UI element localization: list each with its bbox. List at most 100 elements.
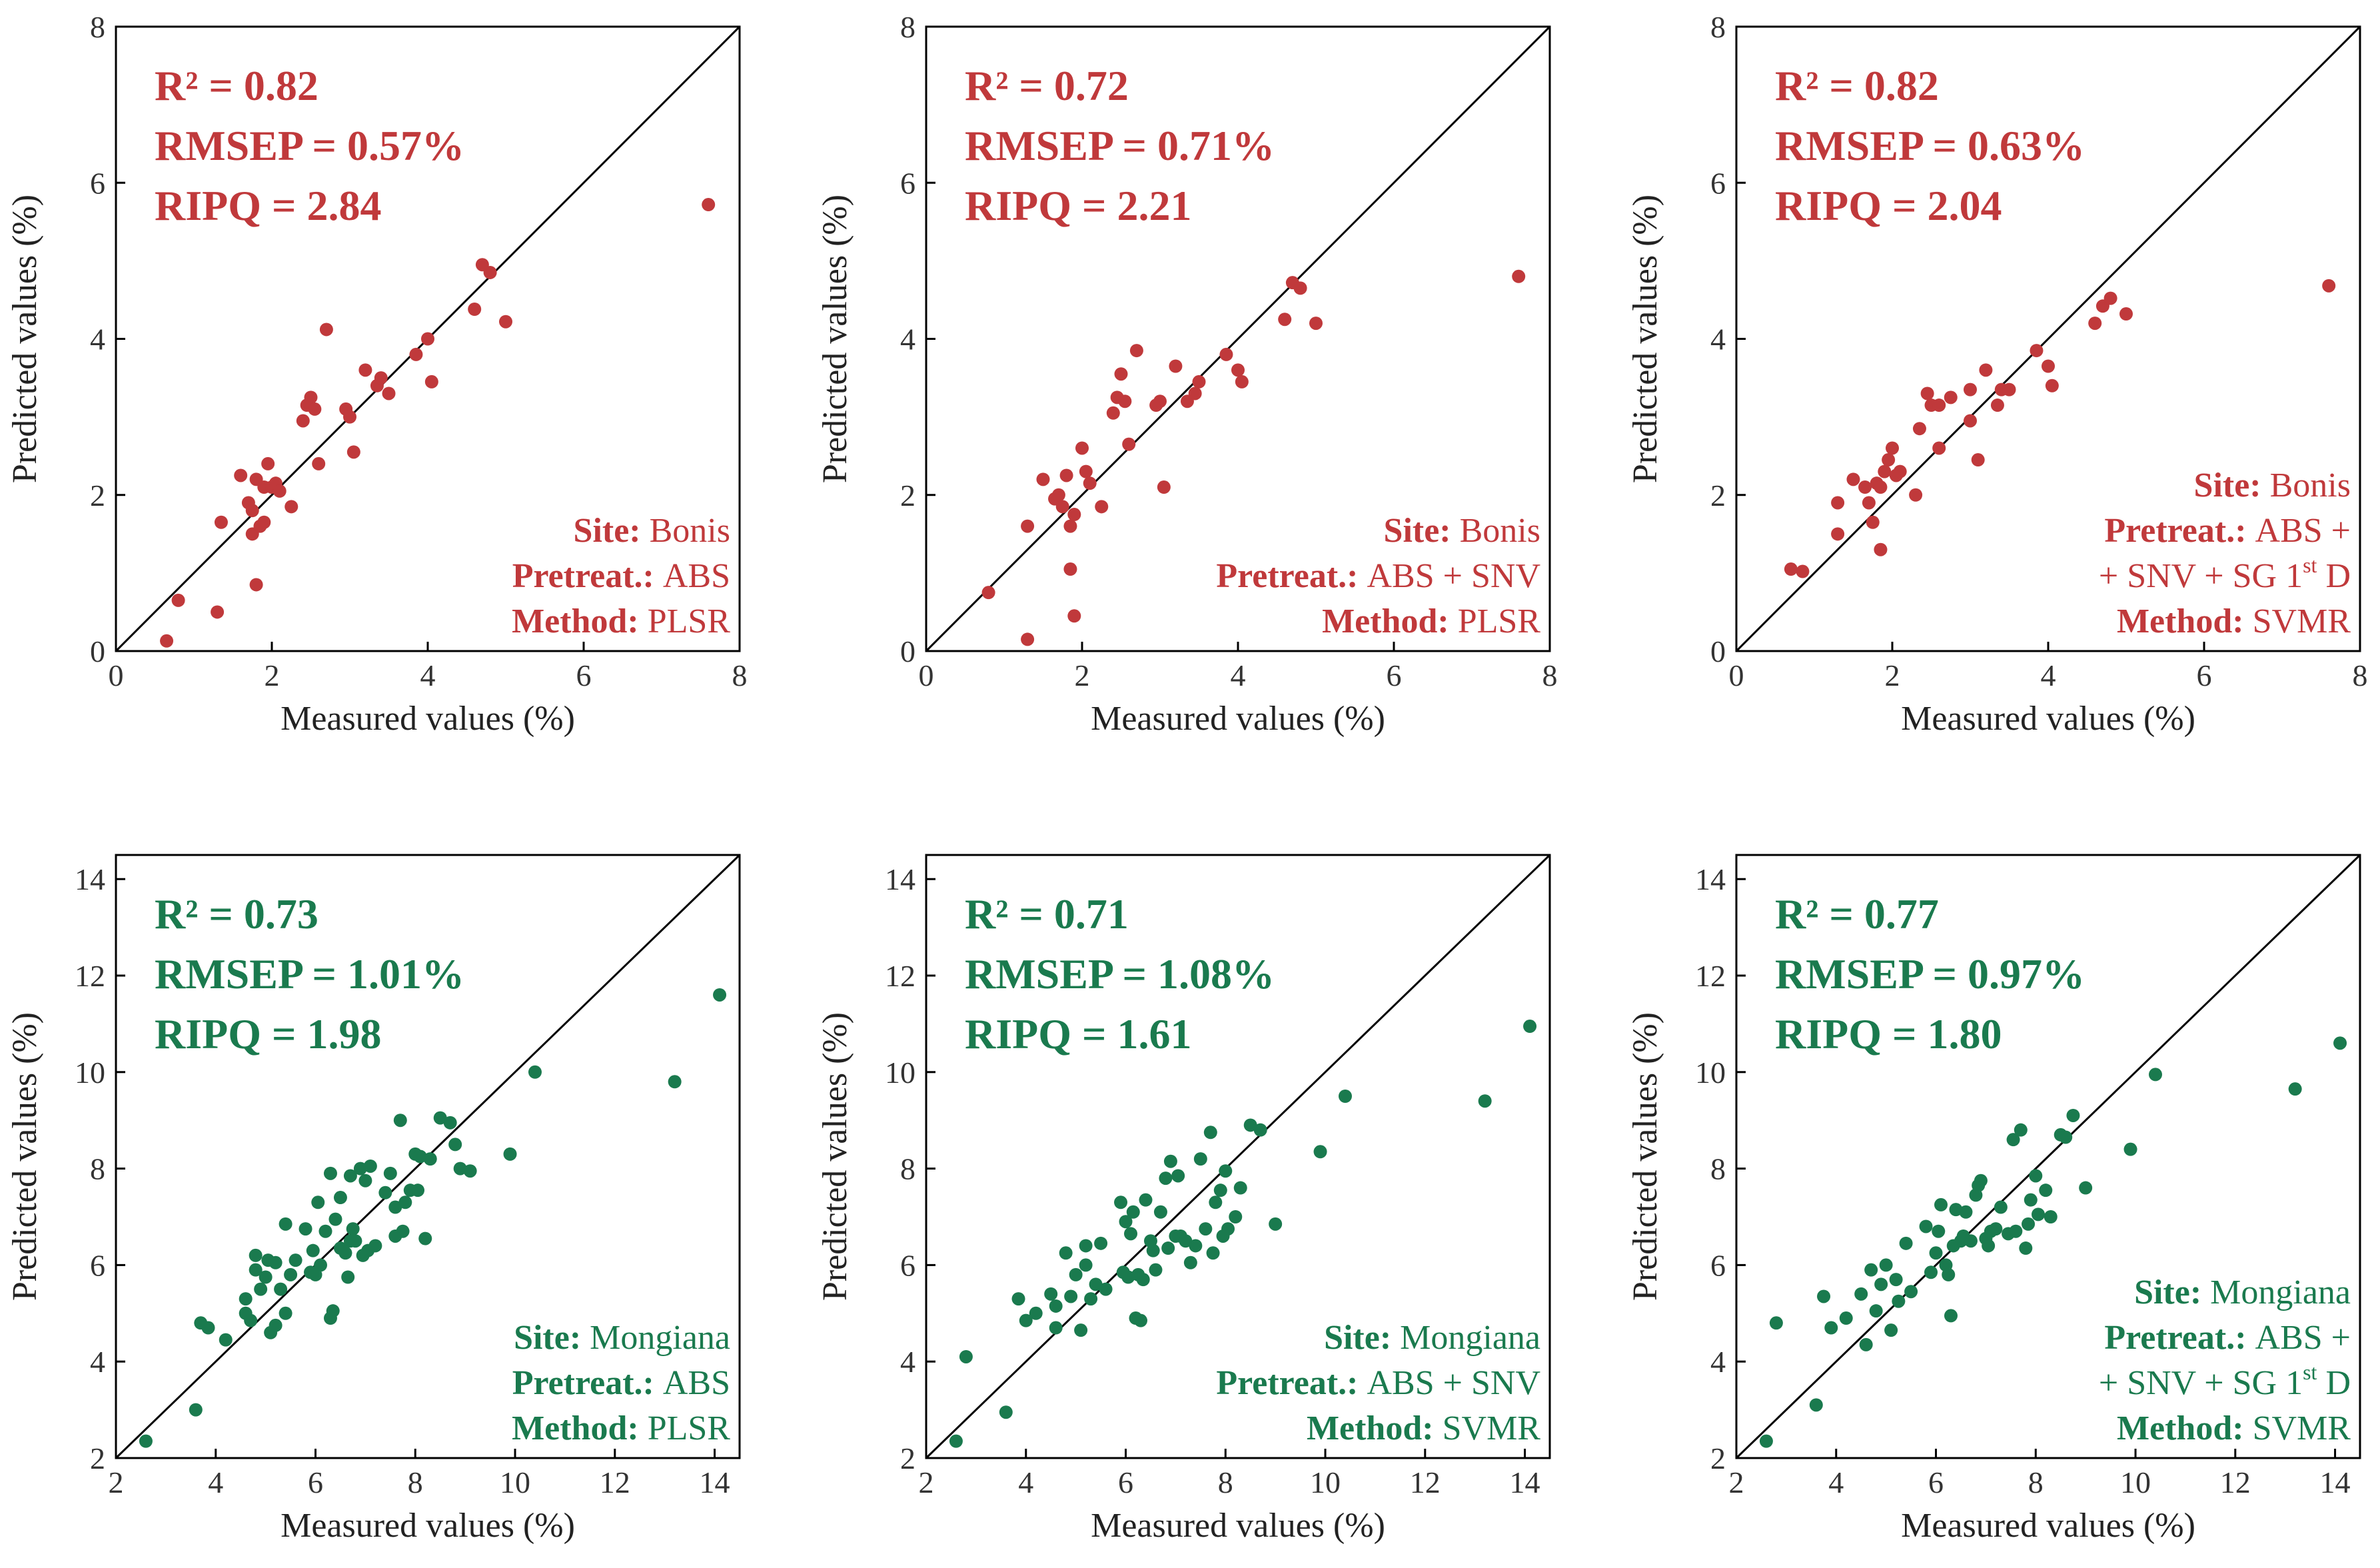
data-point (2009, 1224, 2023, 1238)
data-point (1189, 1239, 1203, 1253)
info-line-2: Pretreat.: ABS + (2104, 512, 2351, 550)
data-point (388, 1200, 402, 1214)
info-label: Site: (2194, 466, 2270, 504)
info-line-1: Site: Mongiana (2134, 1273, 2351, 1311)
stat-text-3: RIPQ = 1.61 (965, 1010, 1191, 1058)
data-point (1979, 363, 1993, 377)
y-axis-title: Predicted values (%) (6, 195, 44, 483)
data-point (1219, 347, 1233, 361)
data-point (358, 1174, 372, 1187)
x-tick-label: 2 (919, 1465, 934, 1499)
info-line-1: Site: Bonis (2194, 466, 2351, 504)
data-point (1809, 1398, 1823, 1412)
one-to-one-line (926, 855, 1550, 1458)
info-value: PLSR (648, 1409, 731, 1447)
data-point (1094, 1236, 1108, 1250)
data-point (239, 1292, 253, 1306)
data-point (1932, 1224, 1946, 1238)
data-point (348, 1234, 362, 1248)
data-point (249, 578, 263, 592)
y-tick-label: 8 (1710, 10, 1726, 44)
x-tick-label: 4 (420, 658, 436, 692)
x-tick-label: 6 (576, 658, 592, 692)
data-point (1769, 1316, 1783, 1330)
y-tick-label: 2 (900, 1441, 915, 1475)
info-value: ABS + SNV (1367, 557, 1540, 595)
data-point (999, 1405, 1013, 1419)
data-point (189, 1403, 203, 1417)
one-to-one-line (1736, 855, 2360, 1458)
info-line-4: Method: SVMR (2117, 1409, 2351, 1447)
y-tick-label: 6 (900, 1248, 915, 1282)
data-point (1049, 1321, 1063, 1335)
data-point (306, 1243, 320, 1257)
info-value: SVMR (1443, 1409, 1541, 1447)
data-point (261, 456, 275, 470)
data-point (1964, 383, 1977, 396)
data-point (1817, 1289, 1831, 1303)
info-line-2: Pretreat.: ABS + (2104, 1319, 2351, 1357)
data-point (1944, 391, 1958, 404)
y-tick-label: 2 (90, 478, 105, 512)
data-point (2079, 1181, 2093, 1195)
y-tick-label: 14 (75, 862, 105, 896)
data-point (214, 515, 228, 529)
info-label: Method: (2117, 602, 2253, 640)
data-point (1021, 519, 1035, 533)
data-point (1136, 1273, 1150, 1287)
data-point (702, 198, 716, 212)
data-point (668, 1075, 682, 1089)
data-point (1231, 363, 1245, 377)
x-tick-label: 10 (1310, 1465, 1341, 1499)
data-point (249, 1248, 263, 1262)
data-point (1153, 1205, 1167, 1219)
data-point (981, 586, 995, 600)
panel-1-bonis-abs-plsr: 0 2 4 6 8 0 2 4 6 8 Measured values (%) Predicted v… (6, 10, 748, 738)
data-point (312, 456, 326, 470)
data-point (1796, 564, 1810, 578)
info-line-1: Site: Bonis (1384, 512, 1540, 550)
y-tick-label: 2 (1710, 1441, 1726, 1475)
data-point (160, 634, 174, 648)
data-point (1866, 515, 1880, 529)
data-point (346, 445, 360, 459)
stat-text-3: RIPQ = 2.84 (155, 182, 381, 229)
data-point (341, 1270, 355, 1284)
data-point (2029, 1169, 2043, 1183)
data-point (1188, 387, 1202, 400)
data-point (423, 1152, 437, 1166)
data-point (2288, 1082, 2302, 1096)
data-point (1974, 1174, 1988, 1187)
data-point (254, 1282, 268, 1296)
data-point (1944, 1309, 1958, 1323)
data-point (1149, 1263, 1163, 1277)
y-tick-label: 8 (900, 10, 915, 44)
data-point (273, 484, 287, 498)
data-point (1203, 1126, 1217, 1140)
info-superscript: st (2303, 1360, 2317, 1384)
info-line-3: Method: PLSR (512, 602, 730, 640)
panel-4-mongiana-abs-plsr: 2 4 6 8 10 12 14 2 4 6 8 10 12 14 Measured values (%) P… (6, 854, 741, 1545)
data-point (1512, 269, 1526, 283)
data-point (443, 1116, 457, 1130)
data-point (1133, 1313, 1147, 1327)
info-value: Mongiana (590, 1319, 730, 1357)
y-tick-label: 14 (885, 862, 915, 896)
data-point (2066, 1108, 2080, 1122)
x-tick-label: 0 (109, 658, 124, 692)
info-value: SVMR (2253, 602, 2351, 640)
x-tick-label: 12 (1410, 1465, 1441, 1499)
data-point (326, 1304, 340, 1318)
info-value: Bonis (2270, 466, 2351, 504)
data-point (1063, 519, 1077, 533)
x-tick-label: 10 (2120, 1465, 2151, 1499)
panel-3-bonis-abs-snv-sg-svmr: 0 2 4 6 8 0 2 4 6 8 Measured values (%) Predicted v… (1626, 10, 2368, 738)
info-value: ABS + (2255, 512, 2351, 550)
stat-text-3: RIPQ = 1.98 (155, 1010, 381, 1058)
data-point (2322, 279, 2336, 293)
y-tick-label: 0 (1710, 634, 1726, 668)
info-value: Bonis (1460, 512, 1540, 550)
panel-6-mongiana-abs-snv-sg-svmr: 2 4 6 8 10 12 14 2 4 6 8 10 12 14 Measured values (%) P… (1626, 854, 2361, 1545)
stat-text-1: R² = 0.77 (1775, 890, 1939, 938)
data-point (1909, 488, 1923, 502)
